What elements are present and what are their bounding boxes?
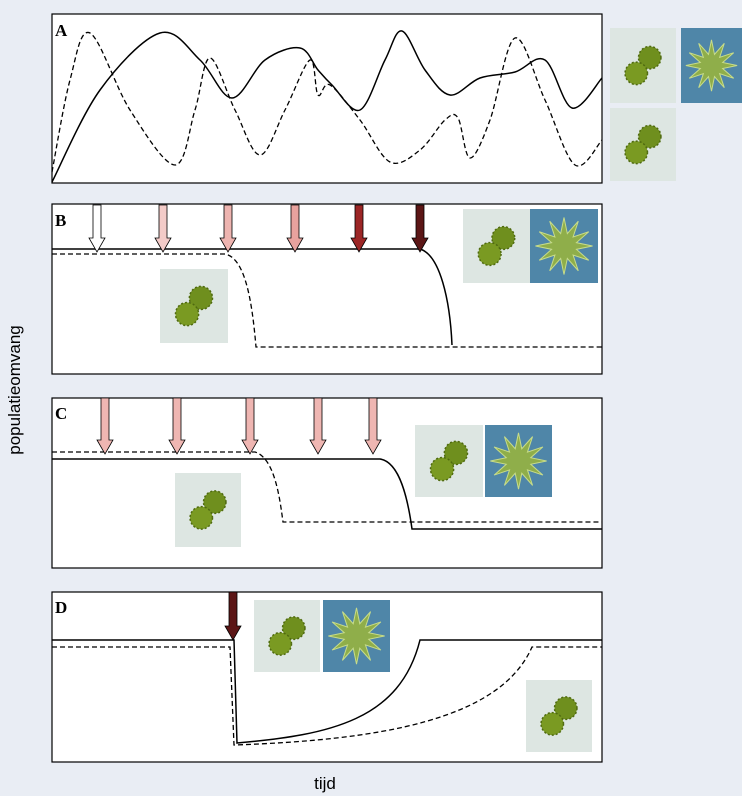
alga-image: [254, 600, 320, 672]
alga-image: [415, 425, 483, 497]
alga-cell: [176, 303, 199, 326]
colony-image: [530, 209, 598, 283]
y-axis-label: populatieomvang: [5, 325, 24, 454]
alga-image: [463, 209, 530, 283]
colony-image: [323, 600, 390, 672]
panel-label: B: [55, 211, 66, 230]
alga-cell: [541, 713, 563, 735]
panel-a: [52, 14, 602, 183]
alga-image: [610, 28, 676, 103]
alga-cell: [269, 633, 291, 655]
alga-cell: [431, 458, 454, 481]
page: {"panels":[{"label":"A"},{"label":"B"},{…: [0, 0, 742, 796]
alga-image: [175, 473, 241, 547]
alga-cell: [625, 141, 647, 163]
colony-image: [485, 425, 552, 497]
panel-label: C: [55, 404, 67, 423]
alga-cell: [190, 507, 212, 529]
alga-image: [526, 680, 592, 752]
alga-cell: [478, 243, 501, 266]
alga-image: [160, 269, 228, 343]
diagram: A B C D populatieomvang tijd: [0, 0, 742, 796]
alga-image: [610, 108, 676, 181]
panel-label: A: [55, 21, 68, 40]
x-axis-label: tijd: [314, 774, 336, 793]
panel-label: D: [55, 598, 67, 617]
alga-cell: [625, 62, 647, 84]
colony-image: [681, 28, 742, 103]
